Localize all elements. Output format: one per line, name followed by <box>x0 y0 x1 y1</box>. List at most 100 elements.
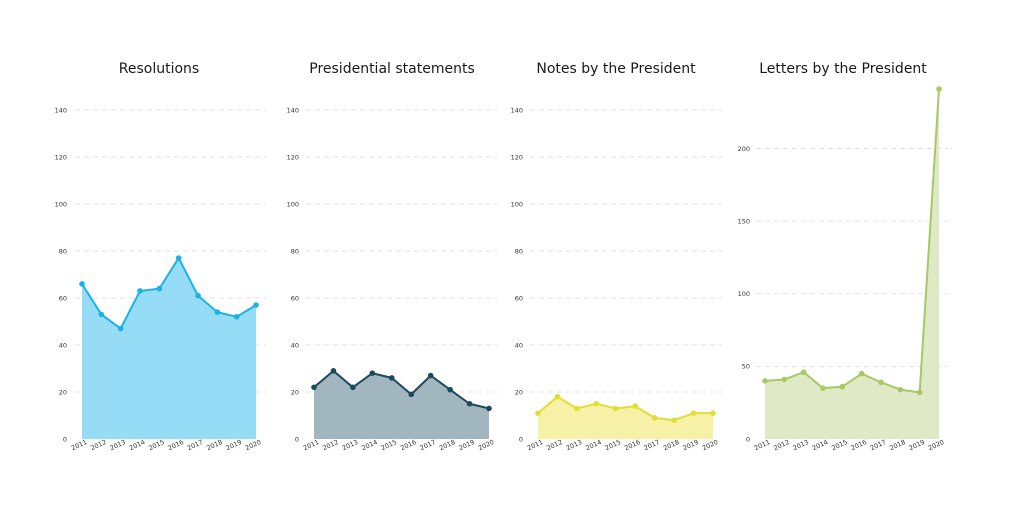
chart-panel-1: Resolutions 0 20 40 60 80 100 120 140 2011 2012 201… <box>55 61 266 452</box>
data-point <box>175 255 182 261</box>
data-point <box>916 389 923 396</box>
area-fill <box>765 89 939 439</box>
area-fill <box>82 258 256 439</box>
x-tick-label: 2019 <box>225 438 243 452</box>
x-tick-label: 2011 <box>302 438 320 452</box>
y-tick-label: 120 <box>55 153 67 161</box>
x-tick-label: 2011 <box>526 438 544 452</box>
series-line <box>764 88 940 394</box>
chart-panel-3: Notes by the President 0 20 40 60 80 100 120 140… <box>511 61 722 452</box>
y-tick-label: 40 <box>291 341 299 349</box>
data-point <box>79 281 85 287</box>
x-tick-label: 2012 <box>89 438 107 452</box>
chart-panel-4: Letters by the President 0 50 100 150 200 2011… <box>738 61 948 452</box>
data-point <box>408 391 415 398</box>
chart-title: Resolutions <box>119 61 199 77</box>
data-point <box>137 288 143 294</box>
y-tick-label: 120 <box>511 153 523 161</box>
chart-title: Notes by the President <box>536 61 696 77</box>
area-fill <box>314 370 489 439</box>
data-point <box>535 410 541 416</box>
data-point <box>878 379 884 386</box>
series-line <box>81 257 257 330</box>
data-point <box>427 372 434 379</box>
chart-title: Presidential statements <box>309 61 474 77</box>
data-point <box>311 384 317 391</box>
series-line <box>313 369 490 410</box>
data-point <box>214 309 221 315</box>
data-point <box>632 403 639 409</box>
x-tick-label: 2019 <box>682 438 700 452</box>
x-tick-label: 2017 <box>643 438 661 452</box>
data-point <box>195 292 201 299</box>
y-tick-label: 40 <box>59 341 67 349</box>
y-tick-label: 140 <box>287 106 299 114</box>
data-point <box>593 400 600 407</box>
x-tick-label: 2014 <box>811 438 829 452</box>
data-point <box>800 369 807 375</box>
x-tick-label: 2011 <box>753 438 771 452</box>
area-fill <box>538 396 713 439</box>
x-tick-label: 2015 <box>604 438 622 452</box>
y-tick-label: 40 <box>515 341 523 349</box>
x-tick-label: 2012 <box>321 438 339 452</box>
x-tick-label: 2019 <box>458 438 476 452</box>
data-point <box>486 405 492 412</box>
y-tick-label: 20 <box>59 388 67 396</box>
data-point <box>574 405 580 412</box>
x-tick-label: 2015 <box>147 438 165 452</box>
y-tick-label: 200 <box>738 145 750 153</box>
data-point <box>651 415 658 421</box>
y-tick-label: 100 <box>511 200 523 208</box>
x-tick-label: 2013 <box>565 438 583 452</box>
data-point <box>839 383 846 390</box>
data-point <box>710 410 716 416</box>
y-tick-label: 150 <box>738 217 750 225</box>
y-tick-label: 60 <box>291 294 299 302</box>
x-tick-label: 2020 <box>701 438 719 452</box>
x-tick-label: 2016 <box>399 438 417 452</box>
x-tick-label: 2012 <box>545 438 563 452</box>
y-tick-label: 100 <box>287 200 299 208</box>
series-line <box>537 395 713 422</box>
data-point <box>369 370 376 377</box>
data-point <box>690 410 697 416</box>
data-point <box>762 378 768 384</box>
y-tick-label: 100 <box>738 290 750 298</box>
x-tick-label: 2019 <box>908 438 926 452</box>
x-tick-label: 2015 <box>830 438 848 452</box>
chart-title: Letters by the President <box>759 61 927 77</box>
y-tick-label: 100 <box>55 200 67 208</box>
x-tick-label: 2014 <box>584 438 602 452</box>
data-point <box>936 86 942 92</box>
y-tick-label: 140 <box>55 106 67 114</box>
data-point <box>117 325 124 332</box>
x-tick-label: 2016 <box>623 438 641 452</box>
data-point <box>554 393 561 400</box>
x-tick-label: 2011 <box>70 438 88 452</box>
chart-panel-2: Presidential statements 0 20 40 60 80 100 120 14… <box>287 61 497 452</box>
data-point <box>612 405 619 412</box>
y-tick-label: 0 <box>519 435 523 443</box>
y-tick-label: 20 <box>515 388 523 396</box>
data-point <box>253 302 259 308</box>
x-tick-label: 2014 <box>360 438 378 452</box>
data-point <box>233 314 240 320</box>
data-point <box>388 375 395 381</box>
x-tick-label: 2020 <box>927 438 945 452</box>
y-tick-label: 60 <box>59 294 67 302</box>
data-point <box>466 400 473 407</box>
x-tick-label: 2020 <box>477 438 495 452</box>
y-tick-label: 60 <box>515 294 523 302</box>
x-tick-label: 2018 <box>205 438 223 452</box>
y-tick-label: 50 <box>742 363 750 371</box>
y-tick-label: 0 <box>63 435 67 443</box>
y-tick-label: 80 <box>59 247 67 255</box>
data-point <box>447 386 453 393</box>
x-tick-label: 2018 <box>662 438 680 452</box>
x-tick-label: 2018 <box>888 438 906 452</box>
x-tick-label: 2018 <box>438 438 456 452</box>
y-tick-label: 0 <box>295 435 299 443</box>
